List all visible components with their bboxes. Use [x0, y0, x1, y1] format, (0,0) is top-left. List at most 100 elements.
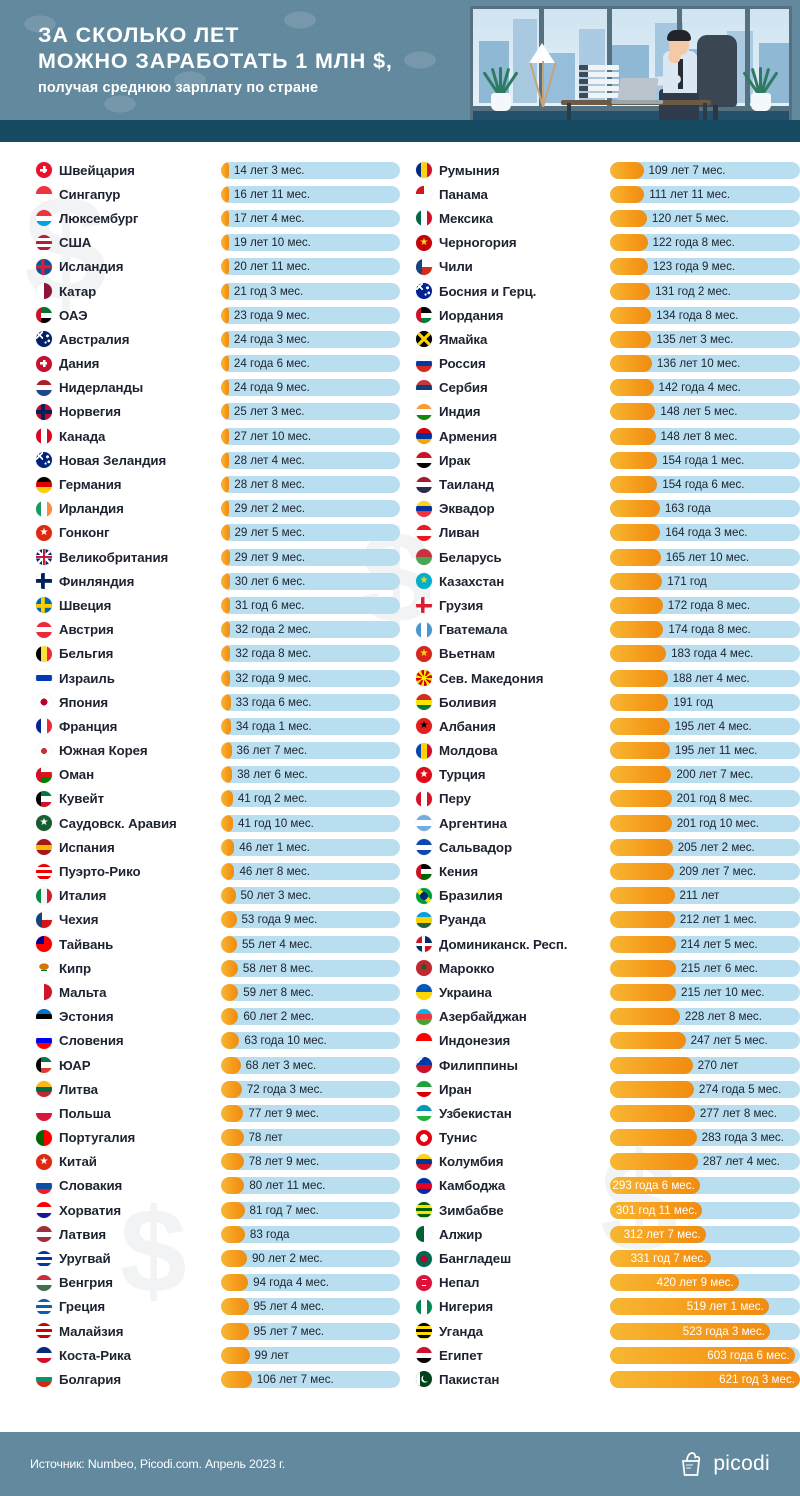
bar-value-label: 148 лет 8 мес. — [660, 429, 738, 443]
flag-ba-icon — [416, 283, 432, 300]
bar-fill — [221, 1225, 245, 1243]
chart-row: Коста-Рика 99 лет — [0, 1343, 400, 1367]
country-name: Финляндия — [59, 573, 135, 589]
flag-bg-icon — [36, 1371, 52, 1388]
bar-value-label: 519 лет 1 мес. — [686, 1300, 764, 1314]
country-name: Иордания — [439, 307, 504, 323]
bar-value-label: 21 год 3 мес. — [233, 284, 304, 298]
window-mullion — [607, 9, 612, 111]
flag-es-icon — [36, 839, 52, 856]
bar-value-label: 78 лет 9 мес. — [248, 1155, 320, 1169]
bar-track: 36 лет 7 мес. — [221, 742, 400, 760]
flag-gb-icon — [36, 549, 52, 566]
bar-fill — [221, 548, 230, 566]
bar-fill — [610, 1298, 769, 1316]
chart-row: Филиппины 270 лет — [400, 1053, 800, 1077]
bar-value-label: 122 года 8 мес. — [652, 236, 735, 250]
bar-value-label: 30 лет 6 мес. — [234, 574, 306, 588]
flag-ma-icon: ★ — [416, 960, 432, 977]
bar-fill — [610, 1274, 739, 1292]
bar-fill — [610, 161, 644, 179]
chart-column-left: Швейцария 14 лет 3 мес. Сингапур 16 лет 11… — [0, 158, 400, 1392]
bar-value-label: 29 лет 2 мес. — [234, 502, 305, 516]
flag-de-icon — [36, 476, 52, 493]
bar-fill — [221, 451, 230, 469]
bar-fill — [610, 282, 651, 300]
country-name: Сальвадор — [439, 839, 512, 855]
chart-row: ★ Албания 195 лет 4 мес. — [400, 714, 800, 738]
flag-pe-icon — [416, 790, 432, 807]
flag-pa-icon — [416, 186, 432, 203]
chart-row: Уганда 523 года 3 мес. — [400, 1319, 800, 1343]
flag-ru-icon — [416, 355, 432, 372]
flag-th-icon — [416, 476, 432, 493]
bar-track: 83 года — [221, 1225, 400, 1243]
bar-value-label: 32 года 9 мес. — [235, 671, 312, 685]
bar-fill — [221, 234, 229, 252]
bar-fill — [221, 427, 229, 445]
country-name: Бангладеш — [439, 1251, 512, 1267]
bar-value-label: 29 лет 9 мес. — [234, 550, 306, 564]
country-name: Ирак — [439, 452, 471, 468]
chart-row: ★ Турция 200 лет 7 мес. — [400, 763, 800, 787]
bar-fill — [610, 403, 656, 421]
flag-dk-icon — [36, 355, 52, 372]
bar-fill — [610, 355, 652, 373]
country-name: Франция — [59, 718, 118, 734]
flag-cn-icon: ★ — [36, 1153, 52, 1170]
country-name: Кения — [439, 864, 478, 880]
chart-row: Япония 33 года 6 мес. — [0, 690, 400, 714]
person-hair — [667, 30, 691, 41]
chart-row: ★ Китай 78 лет 9 мес. — [0, 1150, 400, 1174]
bar-fill — [221, 693, 231, 711]
bar-fill — [221, 669, 231, 687]
bar-value-label: 274 года 5 мес. — [698, 1082, 782, 1096]
bar-track: 59 лет 8 мес. — [221, 983, 400, 1001]
bar-fill — [221, 572, 230, 590]
window-mullion — [745, 9, 750, 111]
country-name: Индия — [439, 404, 481, 420]
country-name: Пуэрто-Рико — [59, 864, 141, 880]
bar-value-label: 228 лет 8 мес. — [684, 1010, 762, 1024]
country-name: Египет — [439, 1347, 483, 1363]
flag-bo-icon — [416, 694, 432, 711]
flag-is-icon — [36, 258, 52, 275]
bar-value-label: 24 года 9 мес. — [233, 381, 310, 395]
bar-track: 29 лет 2 мес. — [221, 500, 400, 518]
flag-gt-icon — [416, 621, 432, 638]
bar-value-label: 23 года 9 мес. — [233, 308, 310, 322]
country-name: Литва — [59, 1081, 98, 1097]
flag-eg-icon — [416, 1347, 432, 1364]
country-name: Норвегия — [59, 404, 121, 420]
bar-track: 34 года 1 мес. — [221, 717, 400, 735]
chart-row: Мексика 120 лет 5 мес. — [400, 206, 800, 230]
bar-value-label: 603 года 6 мес. — [707, 1348, 790, 1362]
brand-logo[interactable]: picodi — [677, 1450, 770, 1478]
chart-row: Зимбабве 301 год 11 мес. — [400, 1198, 800, 1222]
chart-row: Южная Корея 36 лет 7 мес. — [0, 739, 400, 763]
chart-row: Армения 148 лет 8 мес. — [400, 424, 800, 448]
chart-row: Тайвань 55 лет 4 мес. — [0, 932, 400, 956]
bar-fill — [610, 1225, 706, 1243]
country-name: Дания — [59, 356, 100, 372]
bar-track: 20 лет 11 мес. — [221, 258, 400, 276]
flag-iq-icon — [416, 452, 432, 469]
bar-track: 63 года 10 мес. — [221, 1032, 400, 1050]
flag-ge-icon — [416, 597, 432, 614]
flag-pr-icon — [36, 863, 52, 880]
country-name: Украина — [439, 984, 492, 1000]
bar-track: 90 лет 2 мес. — [221, 1250, 400, 1268]
flag-cz-icon — [36, 911, 52, 928]
bar-value-label: 188 лет 4 мес. — [672, 671, 750, 685]
bar-value-label: 215 лет 6 мес. — [680, 961, 758, 975]
bar-value-label: 53 года 9 мес. — [241, 913, 318, 927]
chart-row: Узбекистан 277 лет 8 мес. — [400, 1101, 800, 1125]
bar-fill — [221, 1080, 242, 1098]
bar-fill — [610, 790, 672, 808]
flag-al-icon: ★ — [416, 718, 432, 735]
chart-row: Гватемала 174 года 8 мес. — [400, 618, 800, 642]
bar-fill — [221, 500, 230, 518]
chart-row: Алжир 312 лет 7 мес. — [400, 1222, 800, 1246]
chart-row: США 19 лет 10 мес. — [0, 231, 400, 255]
bar-fill — [610, 1250, 712, 1268]
